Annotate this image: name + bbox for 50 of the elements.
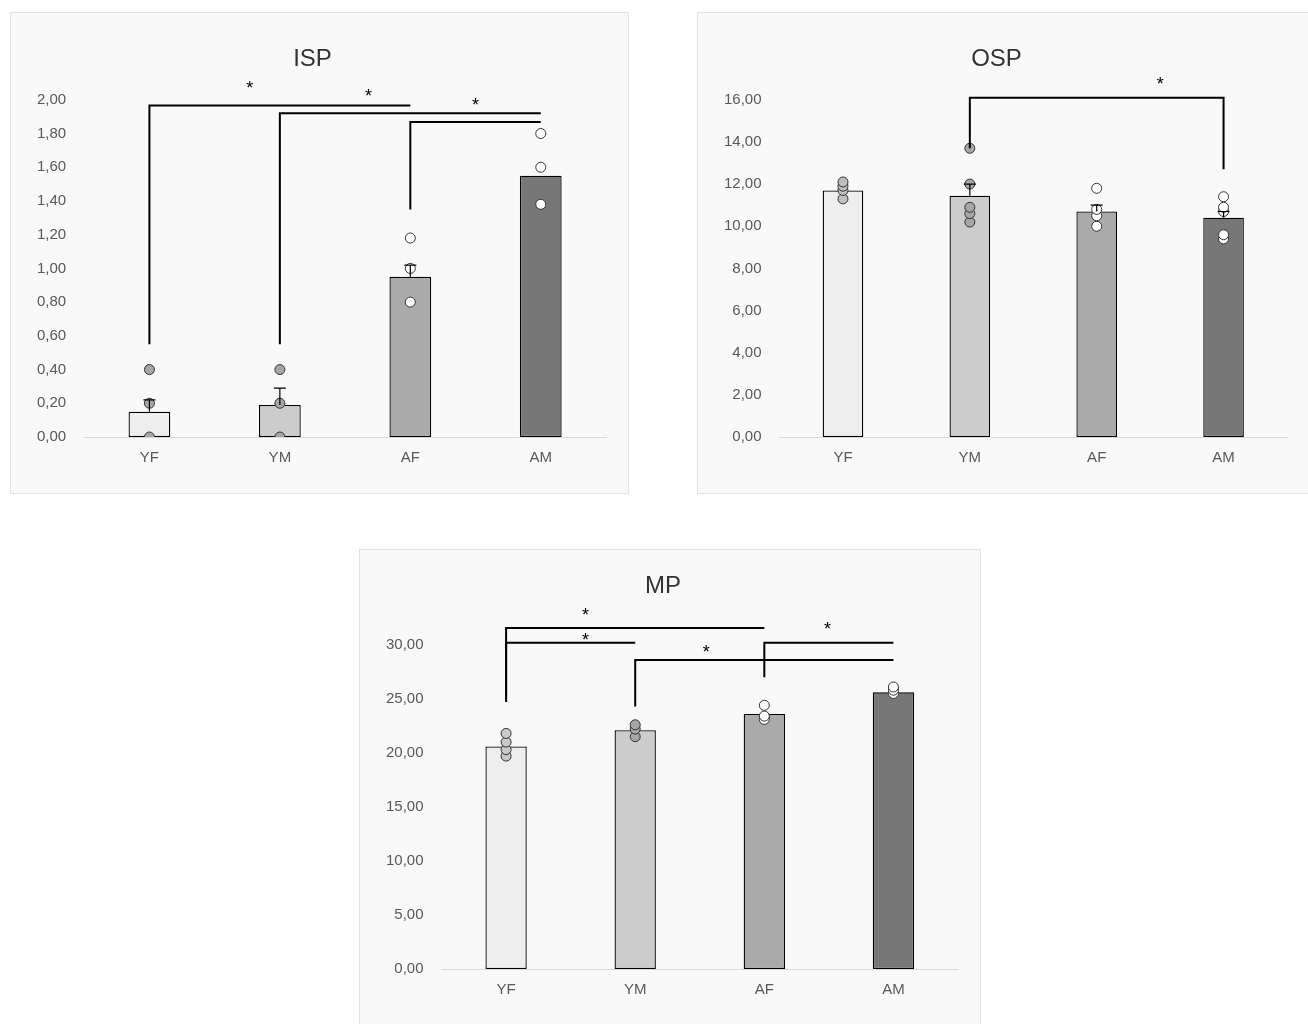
- y-tick-label: 20,00: [385, 743, 424, 761]
- annotation: *: [365, 86, 373, 107]
- y-tick-label: 2,00: [732, 384, 762, 402]
- y-tick-label: 1,20: [36, 224, 67, 242]
- x-tick-label: AM: [882, 980, 905, 998]
- x-tick-label: YM: [623, 980, 647, 998]
- x-tick-label: AF: [400, 448, 420, 466]
- y-tick-label: 4,00: [732, 342, 762, 360]
- y-tick-label: 10,00: [385, 851, 424, 869]
- x-tick-label: AM: [529, 448, 553, 466]
- chart-title: ISP: [293, 44, 332, 72]
- x-tick-label: YF: [496, 980, 516, 998]
- annotation: *: [702, 641, 710, 662]
- x-tick-label: AM: [1212, 448, 1235, 466]
- y-tick-label: 10,00: [723, 216, 762, 234]
- y-tick-label: 0,60: [36, 325, 67, 343]
- y-tick-label: 0,80: [36, 292, 67, 310]
- y-tick-label: 15,00: [385, 797, 424, 815]
- y-tick-label: 6,00: [732, 300, 762, 318]
- y-tick-label: 2,00: [36, 89, 67, 107]
- y-tick-label: 0,40: [36, 359, 67, 377]
- text: *: [581, 605, 590, 626]
- y-tick-label: 1,80: [36, 123, 67, 141]
- y-tick-label: 1,60: [36, 157, 67, 175]
- y-tick-label: 1,40: [36, 191, 67, 209]
- x-tick-label: YF: [833, 448, 853, 466]
- x-tick-label: YM: [268, 448, 292, 466]
- x-tick-label: YM: [958, 448, 982, 466]
- y-tick-label: 5,00: [394, 905, 424, 923]
- text: *: [246, 78, 254, 99]
- y-tick-label: 16,00: [723, 89, 762, 107]
- y-tick-label: 14,00: [723, 132, 762, 150]
- y-tick-label: 0,00: [36, 427, 67, 445]
- x-tick-label: AF: [1087, 448, 1107, 466]
- y-tick-label: 1,00: [36, 258, 67, 276]
- y-tick-label: 0,20: [36, 393, 67, 411]
- annotation: *: [472, 94, 480, 115]
- text: *: [1156, 73, 1164, 94]
- x-tick-label: AF: [754, 980, 774, 998]
- y-tick-label: 12,00: [723, 174, 762, 192]
- annotation: *: [581, 630, 590, 651]
- y-tick-label: 0,00: [394, 959, 424, 977]
- y-tick-label: 25,00: [385, 688, 424, 706]
- y-tick-label: 0,00: [732, 427, 762, 445]
- chart-title: MP: [645, 571, 681, 599]
- y-tick-label: 30,00: [385, 634, 424, 652]
- chart-title: OSP: [971, 44, 1022, 72]
- y-tick-label: 8,00: [732, 258, 762, 276]
- x-tick-label: YF: [139, 448, 160, 466]
- text: *: [824, 619, 832, 640]
